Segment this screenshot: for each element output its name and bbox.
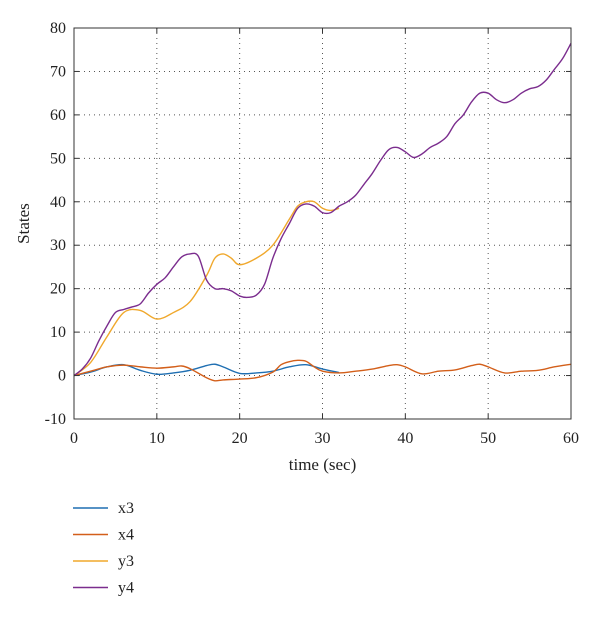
x-tick-label: 0 bbox=[70, 430, 78, 447]
x-tick-label: 10 bbox=[149, 430, 165, 447]
x-tick-label: 50 bbox=[480, 430, 496, 447]
y-tick-label: 0 bbox=[58, 368, 66, 385]
y-tick-label: 60 bbox=[50, 107, 66, 124]
legend: x3 x4 y3 y4 bbox=[73, 500, 134, 597]
y-tick-label: 50 bbox=[50, 150, 66, 167]
x-axis-label: time (sec) bbox=[289, 455, 357, 474]
y-tick-label: 70 bbox=[50, 63, 66, 80]
y-tick-label: 40 bbox=[50, 194, 66, 211]
y-tick-label: 20 bbox=[50, 281, 66, 298]
legend-label-y4: y4 bbox=[118, 580, 134, 597]
y-tick-label: 30 bbox=[50, 237, 66, 254]
x-tick-label: 60 bbox=[563, 430, 579, 447]
y-tick-label: -10 bbox=[45, 411, 66, 428]
series-line-y4 bbox=[73, 42, 572, 377]
legend-label-x3: x3 bbox=[118, 500, 134, 517]
series-lines bbox=[73, 42, 572, 382]
series-line-y3 bbox=[73, 200, 340, 377]
y-tick-label: 10 bbox=[50, 324, 66, 341]
legend-label-x4: x4 bbox=[118, 527, 134, 544]
x-tick-label: 30 bbox=[315, 430, 331, 447]
x-tick-label: 40 bbox=[397, 430, 413, 447]
y-axis-label: States bbox=[14, 203, 33, 244]
legend-label-y3: y3 bbox=[118, 553, 134, 570]
y-tick-label: 80 bbox=[50, 20, 66, 37]
series-line-x4 bbox=[73, 359, 572, 382]
x-tick-label: 20 bbox=[232, 430, 248, 447]
